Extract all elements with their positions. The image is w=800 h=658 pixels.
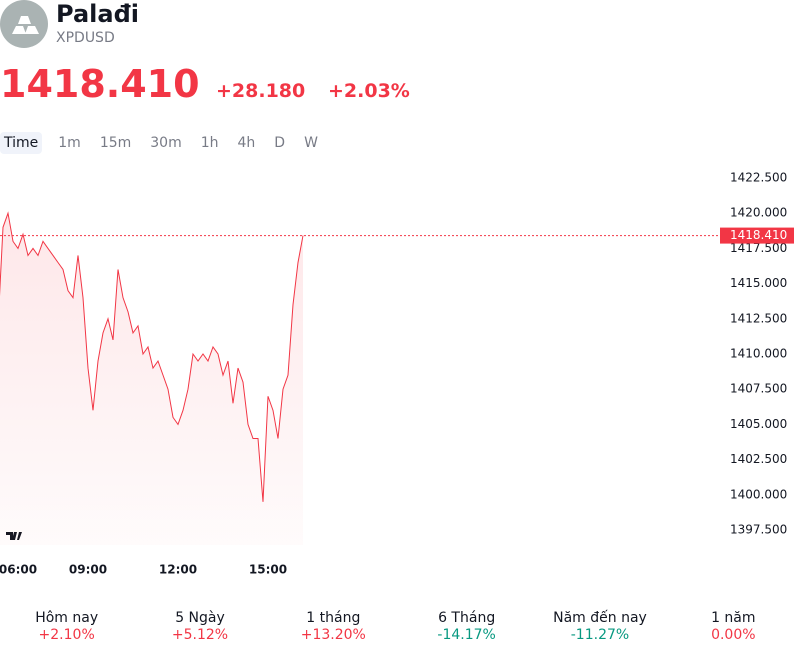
performance-value: -11.27% — [570, 627, 630, 643]
performance-item[interactable]: 1 tháng +13.20% — [267, 610, 400, 643]
x-tick-label: 15:00 — [249, 563, 287, 577]
x-tick-label: 06:00 — [0, 563, 37, 577]
performance-item[interactable]: Hôm nay +2.10% — [0, 610, 133, 643]
y-tick-label: 1407.500 — [730, 382, 787, 396]
interval-tab[interactable]: D — [274, 135, 286, 151]
interval-tab[interactable]: 30m — [150, 135, 182, 151]
y-tick-label: 1417.500 — [730, 241, 787, 255]
performance-item[interactable]: 5 Ngày +5.12% — [133, 610, 266, 643]
y-tick-label: 1397.500 — [730, 523, 787, 537]
performance-label: 6 Tháng — [438, 610, 496, 626]
performance-value: +13.20% — [300, 627, 366, 643]
performance-bar: Hôm nay +2.10% 5 Ngày +5.12% 1 tháng +13.20% 6… — [0, 610, 800, 643]
y-tick-label: 1422.500 — [730, 171, 787, 185]
y-tick-label: 1402.500 — [730, 452, 787, 466]
last-price-label: 1418.410 — [730, 228, 787, 242]
performance-value: 0.00% — [711, 627, 756, 643]
y-tick-label: 1405.000 — [730, 417, 787, 431]
performance-value: +5.12% — [171, 627, 229, 643]
performance-label: Năm đến nay — [553, 610, 647, 626]
area — [0, 213, 303, 545]
x-tick-label: 12:00 — [159, 563, 197, 577]
performance-value: -14.17% — [437, 627, 496, 643]
interval-tab[interactable]: Time — [0, 132, 43, 154]
performance-item[interactable]: 1 năm 0.00% — [667, 610, 800, 643]
performance-label: 5 Ngày — [175, 610, 225, 626]
performance-item[interactable]: Năm đến nay -11.27% — [533, 610, 666, 643]
performance-item[interactable]: 6 Tháng -14.17% — [400, 610, 533, 643]
performance-label: 1 tháng — [306, 610, 361, 626]
price-change: +28.180 — [216, 80, 306, 102]
interval-tab[interactable]: 15m — [99, 135, 132, 151]
performance-label: 1 năm — [711, 610, 756, 626]
interval-tab[interactable]: 1h — [200, 135, 219, 151]
interval-tabs: Time 1m 15m 30m 1h 4h D W — [0, 132, 333, 154]
interval-tab[interactable]: W — [304, 135, 318, 151]
asset-name: Palađi — [56, 0, 139, 28]
y-tick-label: 1420.000 — [730, 206, 787, 220]
y-tick-label: 1400.000 — [730, 487, 787, 501]
price: 1418.410 — [0, 62, 200, 106]
y-tick-label: 1412.500 — [730, 311, 787, 325]
price-line — [0, 211, 304, 502]
interval-tab[interactable]: 1m — [58, 135, 81, 151]
y-tick-label: 1415.000 — [730, 276, 787, 290]
y-tick-label: 1410.000 — [730, 347, 787, 361]
interval-tab[interactable]: 4h — [237, 135, 256, 151]
asset-icon — [0, 0, 48, 48]
performance-label: Hôm nay — [35, 610, 99, 626]
asset-symbol: XPDUSD — [56, 30, 115, 46]
price-change-percent: +2.03% — [328, 80, 410, 102]
last-price-box — [720, 227, 794, 244]
x-tick-label: 09:00 — [69, 563, 107, 577]
performance-value: +2.10% — [38, 627, 95, 643]
chart: 1397.500 1400.000 1402.500 1405.000 1407.500… — [0, 171, 794, 577]
